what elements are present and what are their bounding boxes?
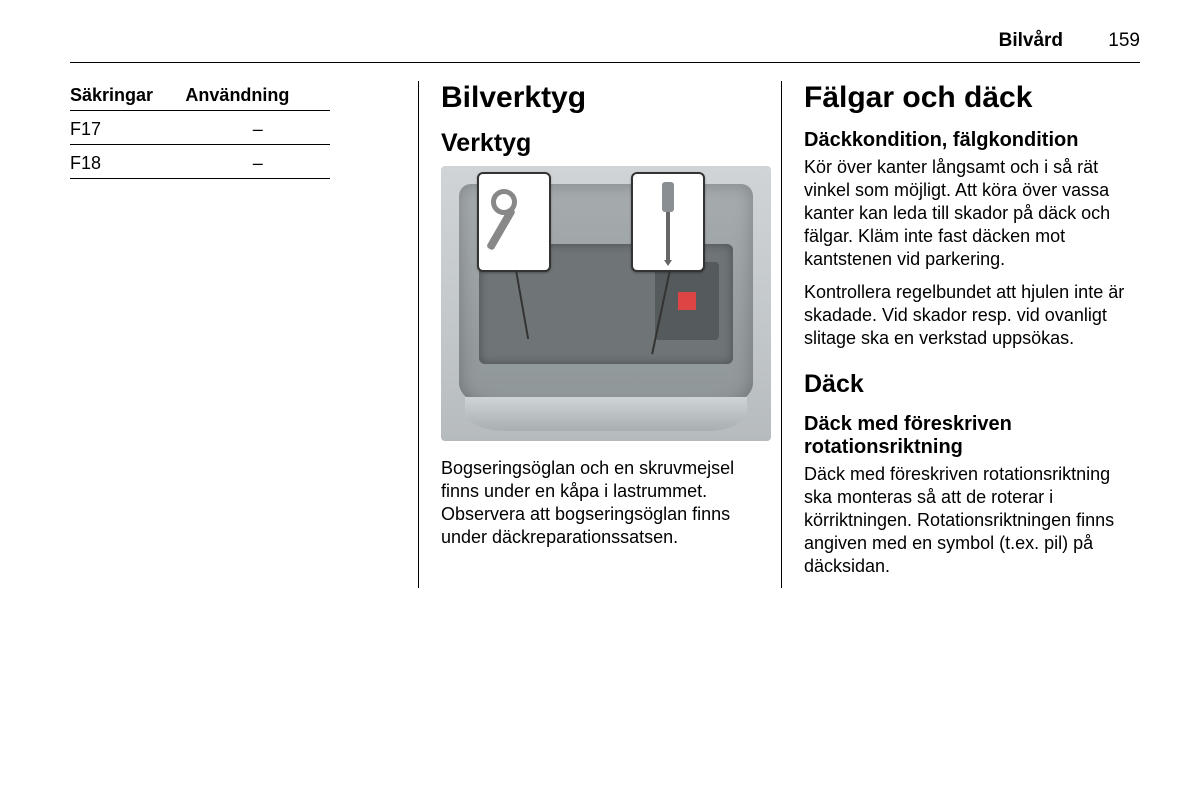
bumper-shape (465, 397, 747, 431)
col-header-use: Användning (185, 81, 330, 111)
heading-verktyg: Verktyg (441, 129, 771, 158)
content-columns: Säkringar Användning F17 – F18 – (70, 81, 1140, 588)
fuse-cell: F17 (70, 111, 185, 145)
use-cell: – (185, 111, 330, 145)
table-row: F17 – (70, 111, 330, 145)
callout-tow-eye (477, 172, 551, 272)
column-3: Fälgar och däck Däckkondition, fälgkondi… (781, 81, 1140, 588)
heading-rotationsriktning: Däck med föreskriven rotationsriktning (804, 413, 1130, 459)
heading-falgar-dack: Fälgar och däck (804, 81, 1130, 115)
illustration-trunk (441, 166, 771, 441)
paragraph: Bogseringsöglan och en skruvmejsel finns… (441, 457, 771, 549)
fuse-cell: F18 (70, 145, 185, 179)
screwdriver-icon (663, 182, 673, 262)
table-header-row: Säkringar Användning (70, 81, 330, 111)
heading-bilverktyg: Bilverktyg (441, 81, 771, 115)
column-2: Bilverktyg Verktyg (418, 81, 781, 588)
fuse-table: Säkringar Användning F17 – F18 – (70, 81, 330, 179)
page: Bilvård 159 Säkringar Användning F17 – (0, 0, 1200, 588)
paragraph: Däck med föreskriven rotationsrikt­ning … (804, 463, 1130, 578)
section-title: Bilvård (999, 30, 1063, 51)
heading-dackkondition: Däckkondition, fälgkondition (804, 129, 1130, 152)
page-number: 159 (1108, 30, 1140, 51)
header-rule (70, 62, 1140, 63)
callout-screwdriver (631, 172, 705, 272)
tow-eye-icon (489, 187, 539, 257)
paragraph: Kör över kanter långsamt och i så rät vi… (804, 156, 1130, 271)
table-row: F18 – (70, 145, 330, 179)
col-header-fuse: Säkringar (70, 81, 185, 111)
use-cell: – (185, 145, 330, 179)
paragraph: Kontrollera regelbundet att hjulen inte … (804, 281, 1130, 350)
heading-dack: Däck (804, 370, 1130, 399)
column-1: Säkringar Användning F17 – F18 – (70, 81, 418, 588)
page-header: Bilvård 159 (70, 30, 1140, 52)
first-aid-kit-icon (655, 262, 719, 340)
